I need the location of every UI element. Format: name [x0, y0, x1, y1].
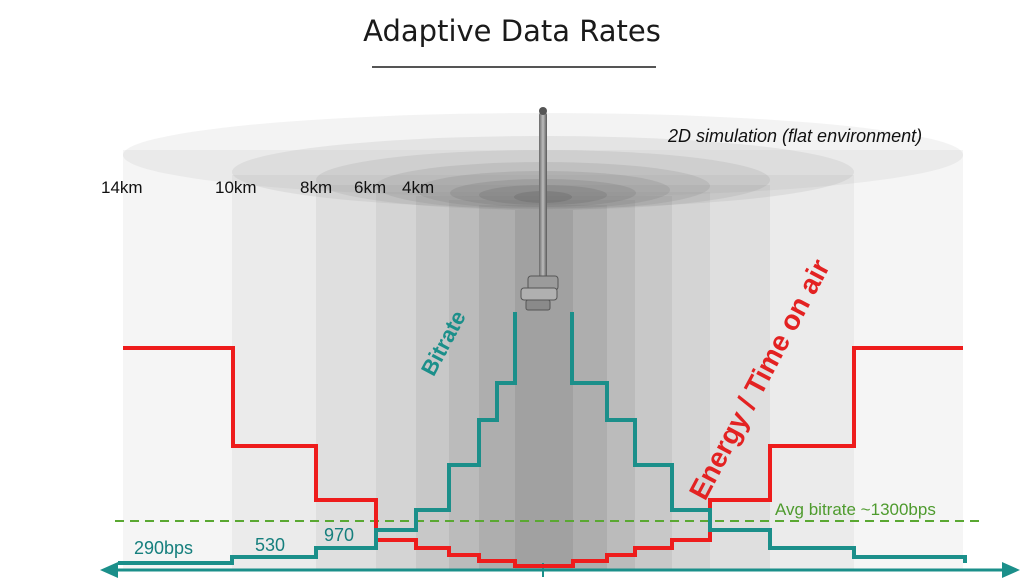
distance-label-14km: 14km [101, 178, 143, 197]
distance-label-8km: 8km [300, 178, 333, 197]
bitrate-step-line-left [118, 312, 517, 565]
simulation-note: 2D simulation (flat environment) [668, 126, 923, 146]
distance-label-10km: 10km [215, 178, 257, 197]
slide-title: Adaptive Data Rates [363, 14, 661, 48]
title-underline [372, 66, 656, 68]
avg-bitrate-label: Avg bitrate ~1300bps [775, 500, 936, 519]
gateway-antenna-icon [520, 107, 559, 311]
energy-step-line [123, 346, 963, 568]
rate-label-970: 970 [324, 525, 355, 545]
rate-label-530: 530 [255, 535, 286, 555]
bitrate-step-line-right [570, 312, 967, 563]
distance-label-6km: 6km [354, 178, 387, 197]
rate-label-290bps: 290bps [134, 538, 194, 558]
distance-label-4km: 4km [402, 178, 435, 197]
